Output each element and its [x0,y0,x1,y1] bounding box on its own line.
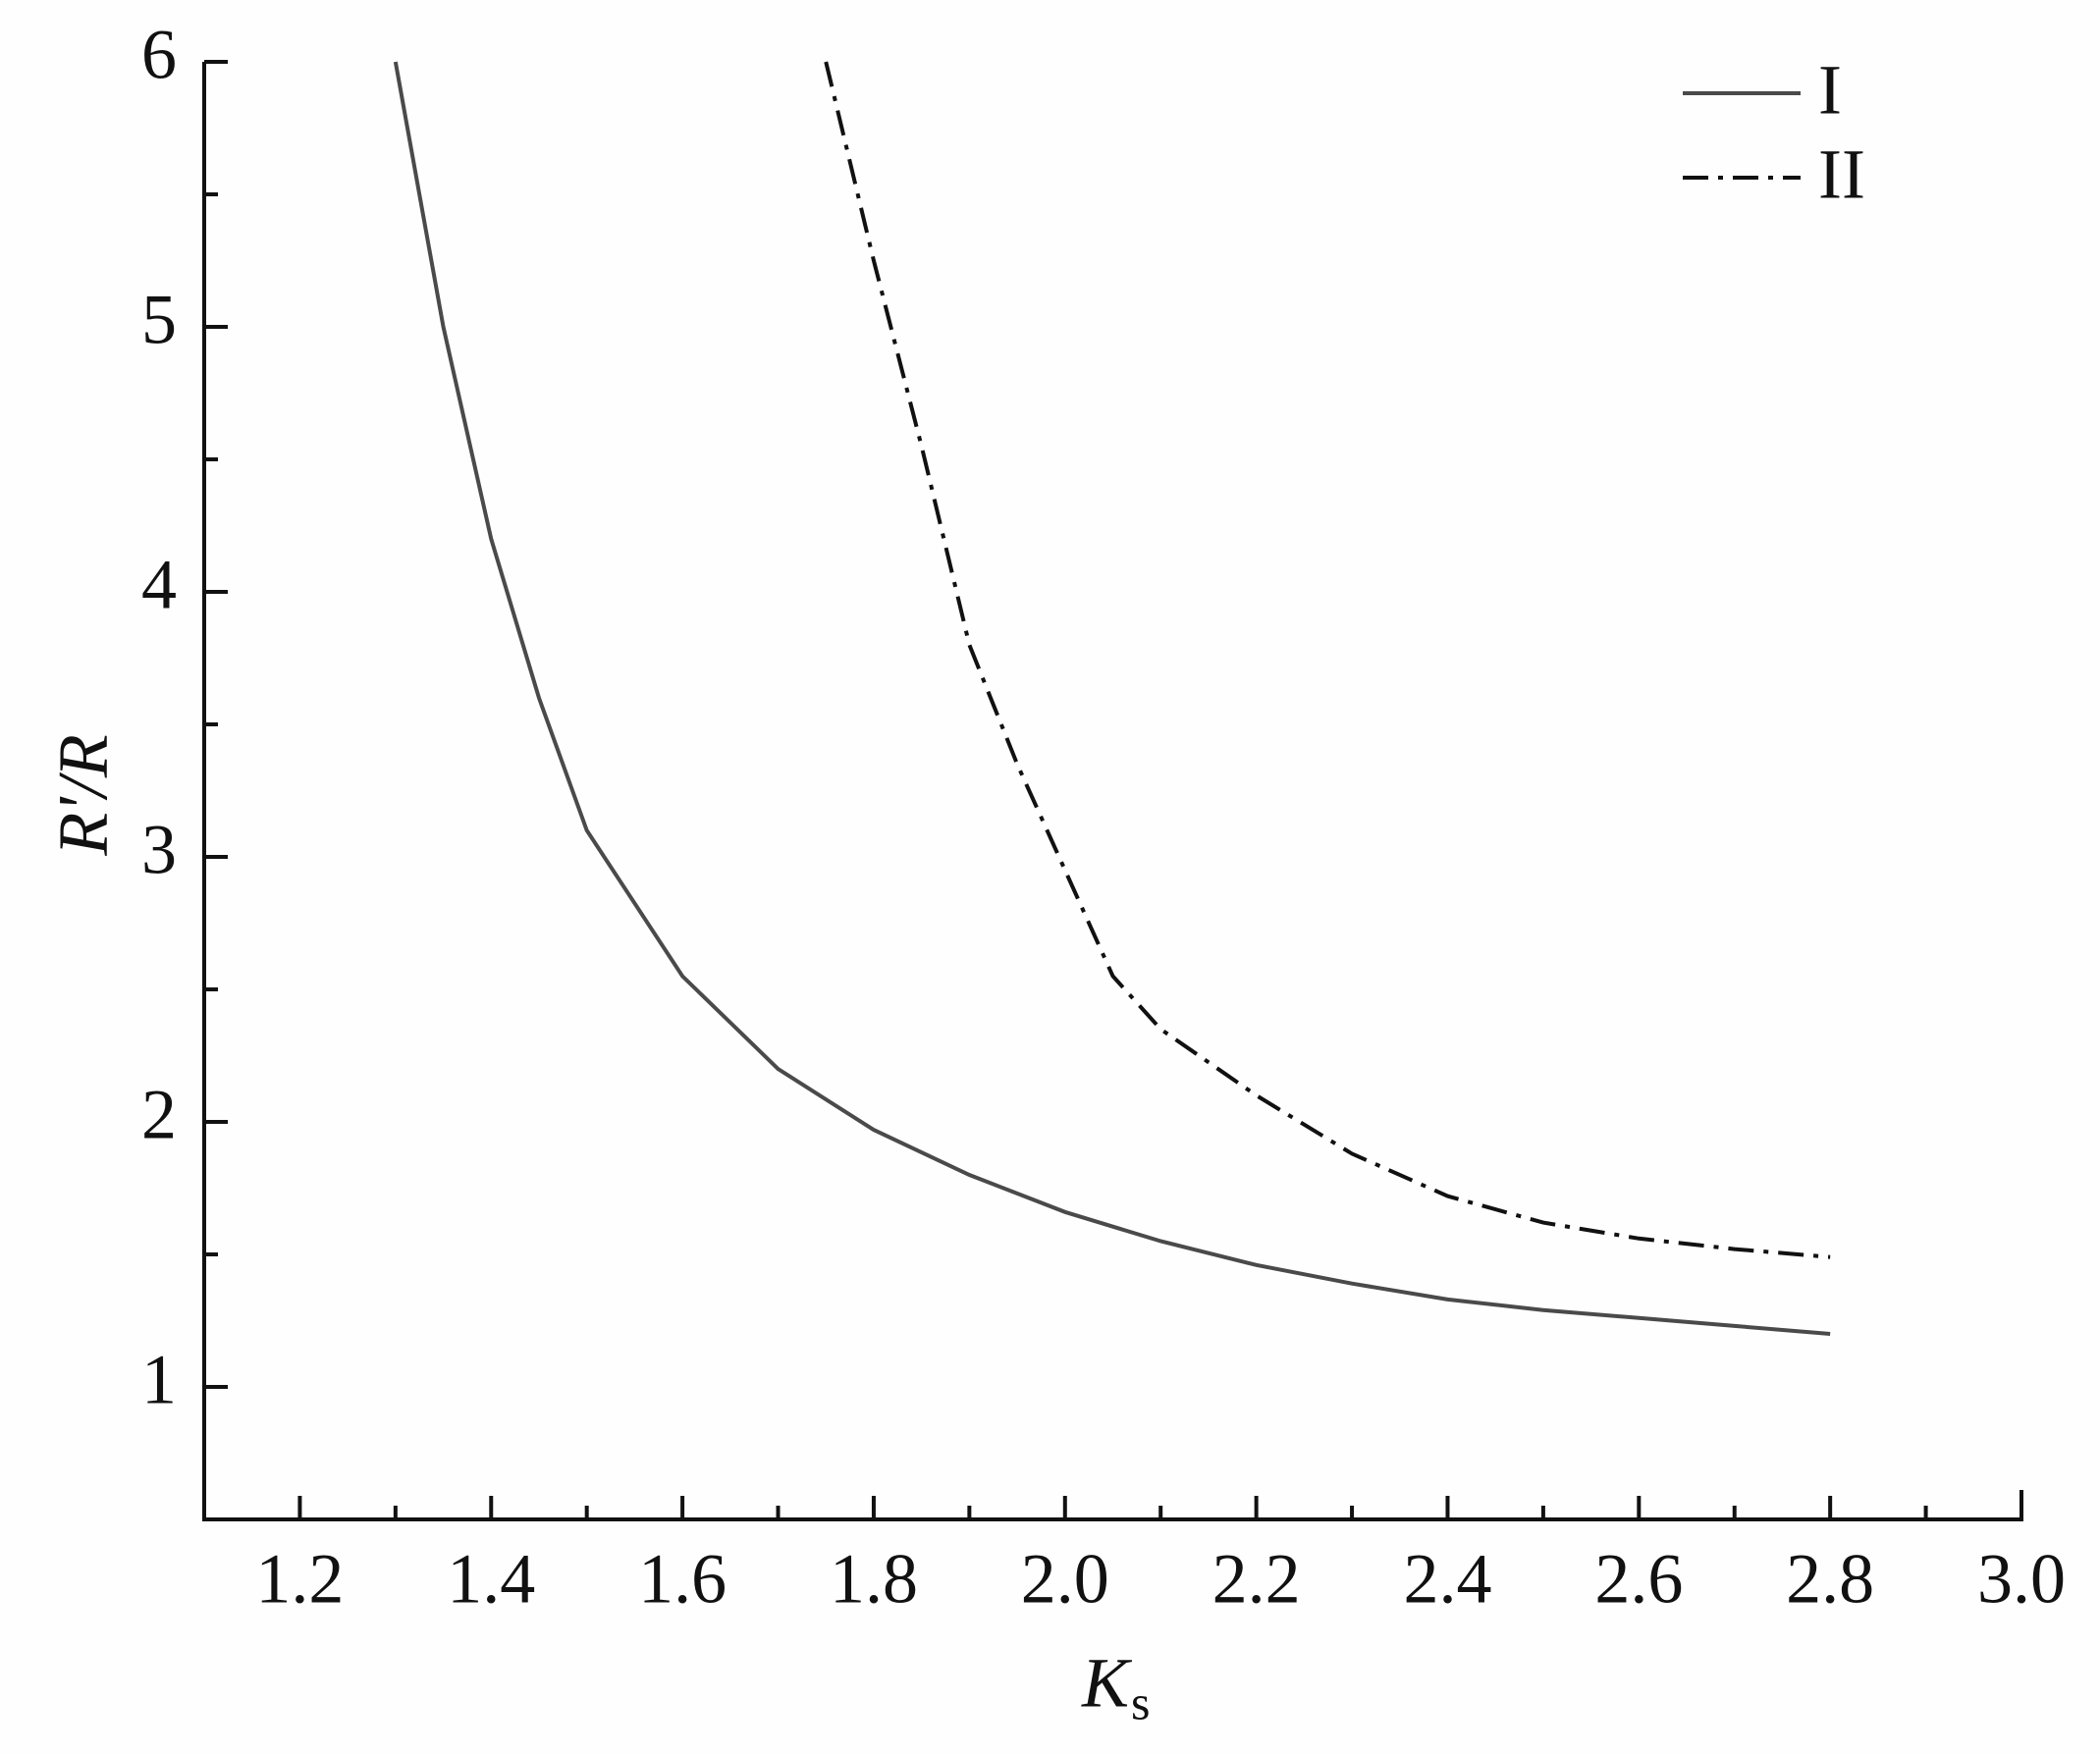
series-line [824,61,1831,1259]
y-tick-label: 5 [141,281,177,359]
x-tick-label: 2.2 [1212,1540,1301,1619]
x-axis-label-subscript: s [1131,1674,1150,1729]
y-tick-label: 6 [141,16,177,94]
y-axis-label: R'/R [44,734,123,856]
x-tick-label: 1.2 [255,1540,344,1619]
x-tick-label: 2.0 [1021,1540,1109,1619]
x-tick-label: 2.6 [1594,1540,1683,1619]
legend-label: II [1818,135,1865,214]
y-tick-label: 2 [141,1076,177,1154]
x-tick-label: 1.8 [830,1540,918,1619]
x-axis-label: K [1081,1644,1133,1723]
y-tick-label: 4 [141,546,177,624]
x-tick-label: 2.8 [1786,1540,1874,1619]
y-tick-label: 1 [141,1341,177,1419]
series-line [393,61,1831,1336]
x-tick-label: 2.4 [1403,1540,1491,1619]
x-tick-label: 1.4 [447,1540,535,1619]
x-tick-label: 1.6 [638,1540,727,1619]
legend-label: I [1818,51,1842,130]
y-tick-label: 3 [141,811,177,889]
x-tick-label: 3.0 [1977,1540,2066,1619]
axes [202,62,2023,1521]
